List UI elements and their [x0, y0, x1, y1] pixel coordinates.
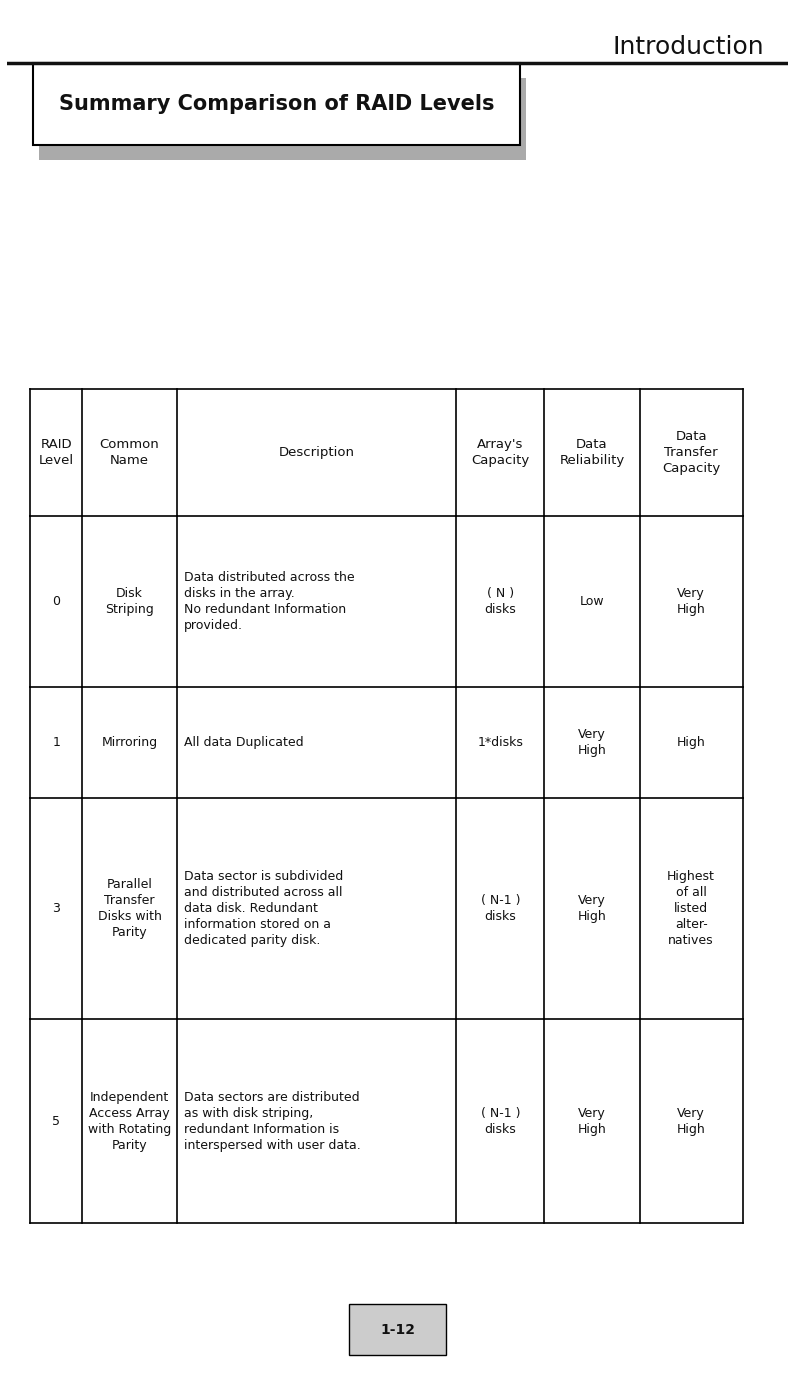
FancyBboxPatch shape — [33, 63, 520, 145]
Text: Disk
Striping: Disk Striping — [106, 588, 154, 616]
Text: 0: 0 — [52, 595, 60, 609]
Text: Description: Description — [279, 446, 355, 459]
Text: Common
Name: Common Name — [100, 438, 159, 467]
Text: Data sectors are distributed
as with disk striping,
redundant Information is
int: Data sectors are distributed as with dis… — [184, 1091, 360, 1151]
Text: 3: 3 — [52, 902, 60, 915]
Text: Very
High: Very High — [578, 894, 607, 923]
Text: Data
Transfer
Capacity: Data Transfer Capacity — [662, 431, 720, 475]
Text: 1: 1 — [52, 737, 60, 749]
FancyBboxPatch shape — [349, 1304, 446, 1355]
FancyBboxPatch shape — [39, 78, 526, 160]
Text: ( N-1 )
disks: ( N-1 ) disks — [481, 1106, 520, 1136]
Text: Mirroring: Mirroring — [102, 737, 158, 749]
Text: Independent
Access Array
with Rotating
Parity: Independent Access Array with Rotating P… — [88, 1091, 171, 1151]
Text: ( N )
disks: ( N ) disks — [485, 588, 516, 616]
Text: Parallel
Transfer
Disks with
Parity: Parallel Transfer Disks with Parity — [98, 878, 162, 938]
Text: All data Duplicated: All data Duplicated — [184, 737, 303, 749]
Text: 1-12: 1-12 — [380, 1322, 415, 1337]
Text: Introduction: Introduction — [613, 35, 764, 58]
Text: Very
High: Very High — [578, 1106, 607, 1136]
Text: Array's
Capacity: Array's Capacity — [471, 438, 530, 467]
Text: 1*disks: 1*disks — [478, 737, 523, 749]
Text: Summary Comparison of RAID Levels: Summary Comparison of RAID Levels — [59, 95, 494, 114]
Text: 5: 5 — [52, 1115, 60, 1127]
Text: Data
Reliability: Data Reliability — [559, 438, 625, 467]
Text: Very
High: Very High — [677, 588, 705, 616]
Text: Low: Low — [580, 595, 604, 609]
Text: Very
High: Very High — [578, 728, 607, 758]
Text: Data sector is subdivided
and distributed across all
data disk. Redundant
inform: Data sector is subdivided and distribute… — [184, 870, 343, 947]
Text: Very
High: Very High — [677, 1106, 705, 1136]
Text: High: High — [677, 737, 705, 749]
Text: RAID
Level: RAID Level — [39, 438, 74, 467]
Text: ( N-1 )
disks: ( N-1 ) disks — [481, 894, 520, 923]
Text: Data distributed across the
disks in the array.
No redundant Information
provide: Data distributed across the disks in the… — [184, 571, 354, 632]
Text: Highest
of all
listed
alter-
natives: Highest of all listed alter- natives — [667, 870, 715, 947]
